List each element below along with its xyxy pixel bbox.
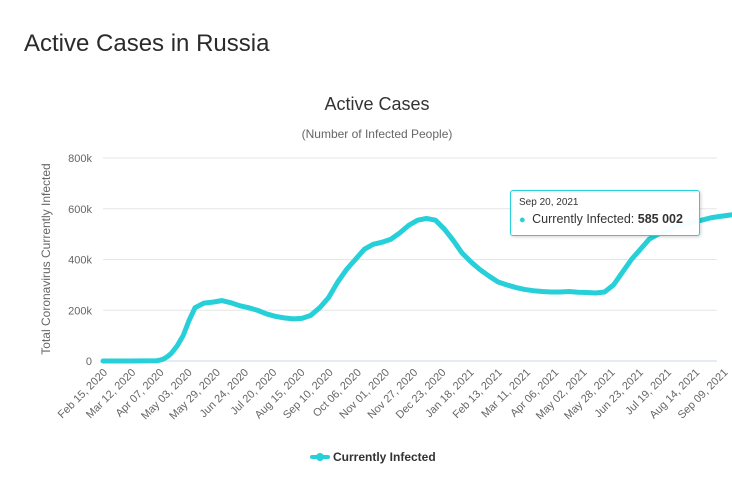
y-tick-label: 800k	[68, 153, 92, 165]
chart-title: Active Cases	[324, 94, 429, 114]
data-point[interactable]	[576, 290, 580, 294]
chart-subtitle: (Number of Infected People)	[302, 127, 453, 141]
tooltip-series-dot: ●	[519, 214, 526, 226]
data-point[interactable]	[187, 318, 191, 322]
data-point[interactable]	[389, 237, 393, 241]
data-point[interactable]	[594, 291, 598, 295]
data-point[interactable]	[318, 306, 322, 310]
data-point[interactable]	[469, 260, 473, 264]
tooltip-date: Sep 20, 2021	[519, 197, 579, 208]
x-tick-label: Sep 09, 2021	[676, 367, 731, 422]
data-point[interactable]	[371, 242, 375, 246]
data-point[interactable]	[505, 283, 509, 287]
data-point[interactable]	[220, 299, 224, 303]
y-tick-label: 0	[86, 356, 92, 368]
legend[interactable]: Currently Infected	[310, 450, 436, 464]
data-point[interactable]	[169, 351, 173, 355]
data-point[interactable]	[202, 301, 206, 305]
data-point[interactable]	[160, 357, 164, 361]
series-currently-infected[interactable]	[100, 204, 732, 364]
data-point[interactable]	[603, 290, 607, 294]
data-point[interactable]	[309, 313, 313, 317]
legend-swatch-marker[interactable]	[316, 453, 324, 461]
data-point[interactable]	[344, 268, 348, 272]
data-point[interactable]	[362, 247, 366, 251]
data-point[interactable]	[433, 218, 437, 222]
data-point[interactable]	[175, 344, 179, 348]
data-point[interactable]	[380, 240, 384, 244]
data-point[interactable]	[246, 306, 250, 310]
y-axis-title: Total Coronavirus Currently Infected	[39, 163, 53, 354]
data-point[interactable]	[514, 285, 518, 289]
data-point[interactable]	[229, 301, 233, 305]
data-point[interactable]	[353, 258, 357, 261]
data-point[interactable]	[718, 214, 722, 218]
data-point[interactable]	[531, 289, 535, 293]
data-point[interactable]	[128, 359, 132, 363]
data-point[interactable]	[647, 237, 651, 241]
data-point[interactable]	[727, 213, 731, 217]
hover-tooltip: Sep 20, 2021 ● Currently Infected: 585 0…	[510, 190, 700, 236]
data-point[interactable]	[336, 280, 340, 284]
data-point[interactable]	[442, 227, 446, 231]
data-point[interactable]	[478, 268, 482, 272]
data-point[interactable]	[291, 317, 295, 321]
data-point[interactable]	[163, 356, 167, 360]
data-point[interactable]	[166, 354, 170, 358]
data-point[interactable]	[181, 334, 185, 338]
y-tick-labels: 0 200k 400k 600k 800k	[68, 153, 92, 368]
data-point[interactable]	[629, 258, 633, 261]
data-point[interactable]	[710, 216, 714, 220]
tooltip-label: Currently Infected:	[532, 212, 635, 226]
data-point[interactable]	[549, 290, 553, 294]
data-point[interactable]	[238, 304, 242, 308]
data-point[interactable]	[558, 290, 562, 294]
data-point[interactable]	[451, 238, 455, 242]
data-point[interactable]	[523, 287, 527, 291]
data-point[interactable]	[496, 280, 500, 284]
data-point[interactable]	[157, 358, 161, 362]
y-tick-label: 200k	[68, 305, 92, 317]
data-point[interactable]	[154, 359, 158, 363]
data-point[interactable]	[398, 231, 402, 235]
data-point[interactable]	[273, 314, 277, 318]
data-point[interactable]	[327, 296, 331, 300]
data-point[interactable]	[407, 223, 411, 227]
y-tick-label: 600k	[68, 204, 92, 216]
data-point[interactable]	[416, 218, 420, 222]
legend-label[interactable]: Currently Infected	[333, 450, 436, 464]
data-point[interactable]	[425, 216, 429, 220]
data-point[interactable]	[264, 312, 268, 316]
data-point[interactable]	[620, 270, 624, 274]
data-point[interactable]	[193, 306, 197, 310]
data-point[interactable]	[282, 316, 286, 320]
page-title: Active Cases in Russia	[24, 30, 270, 57]
data-point[interactable]	[101, 359, 105, 363]
data-point[interactable]	[255, 308, 259, 312]
data-point[interactable]	[460, 251, 464, 255]
tooltip-value: 585 002	[637, 212, 683, 226]
tooltip-row: ● Currently Infected: 585 002	[519, 212, 691, 226]
data-point[interactable]	[701, 218, 705, 222]
data-point[interactable]	[300, 316, 304, 320]
data-point[interactable]	[211, 300, 215, 304]
y-tick-label: 400k	[68, 255, 92, 267]
data-point[interactable]	[612, 283, 616, 287]
data-point[interactable]	[585, 290, 589, 294]
data-point[interactable]	[638, 247, 642, 251]
data-point[interactable]	[567, 289, 571, 293]
grid-lines	[103, 157, 717, 362]
data-point[interactable]	[487, 274, 491, 278]
data-point[interactable]	[540, 289, 544, 293]
